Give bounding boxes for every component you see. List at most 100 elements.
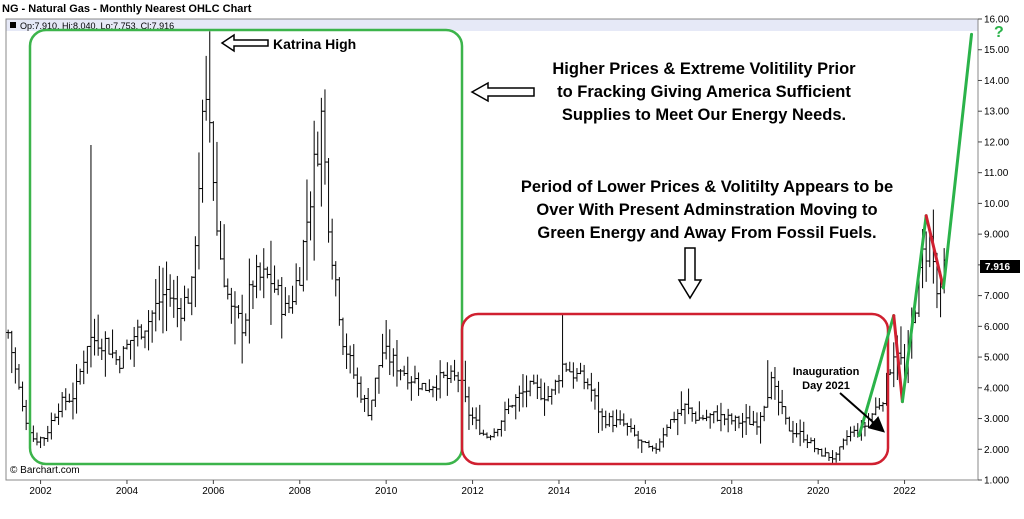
ohlc-bar: [556, 374, 561, 394]
ohlc-bar: [150, 310, 155, 343]
down-arrow-icon: [677, 247, 703, 300]
ohlc-bar: [189, 276, 194, 316]
ohlc-bar: [502, 401, 507, 432]
x-tick-label: 2012: [461, 486, 484, 497]
x-tick-label: 2008: [289, 486, 312, 497]
ohlc-bar: [348, 345, 353, 374]
ohlc-bar: [819, 448, 824, 457]
ohlc-bar: [243, 313, 248, 337]
ohlc-bar: [153, 279, 158, 332]
ohlc-bar: [355, 367, 360, 398]
ohlc-bar: [204, 55, 209, 121]
ohlc-bar: [697, 401, 702, 421]
ohlc-bar: [265, 266, 270, 279]
ohlc-bar: [200, 99, 205, 203]
lower-prices-line-3: Green Energy and Away From Fossil Fuels.: [537, 224, 876, 242]
ohlc-bar: [549, 388, 554, 405]
ohlc-bar: [682, 403, 687, 425]
ohlc-bar: [38, 436, 43, 449]
ohlc-bar: [531, 374, 536, 385]
ohlc-readout: Op:7.910, Hi:8.040, Lo:7.753, Cl:7.916: [20, 21, 174, 31]
ohlc-bar: [596, 381, 601, 434]
ohlc-bar: [481, 429, 486, 436]
ohlc-bar: [186, 288, 191, 304]
ohlc-bar: [506, 398, 511, 415]
ohlc-bar: [13, 347, 18, 384]
ohlc-bar: [769, 371, 774, 400]
ohlc-bar: [470, 407, 475, 426]
ohlc-bar: [70, 382, 75, 420]
green-trend-line: [900, 214, 928, 404]
ohlc-bar: [700, 414, 705, 421]
ohlc-bar: [776, 380, 781, 416]
ohlc-bar: [337, 277, 342, 326]
ohlc-bar: [542, 382, 547, 416]
y-tick-label: 3.000: [984, 414, 1009, 425]
ohlc-bar: [600, 408, 605, 431]
ohlc-bar: [333, 261, 338, 297]
ohlc-bar: [9, 330, 14, 374]
ohlc-bar: [430, 385, 435, 398]
series-marker-icon: [10, 22, 16, 28]
ohlc-bar: [880, 401, 885, 412]
price-bars: [6, 31, 947, 465]
ohlc-bar: [369, 399, 374, 421]
lower-prices-line-1: Period of Lower Prices & Volitilty Appea…: [521, 178, 893, 196]
ohlc-bar: [715, 405, 720, 422]
higher-prices-line-1: Higher Prices & Extreme Volitility Prior: [552, 60, 856, 78]
ohlc-bar: [708, 412, 713, 429]
ohlc-bar: [315, 131, 320, 167]
chart-title: NG - Natural Gas - Monthly Nearest OHLC …: [2, 3, 252, 15]
ohlc-bar: [571, 362, 576, 389]
ohlc-bar: [686, 388, 691, 415]
x-tick-label: 2014: [548, 486, 571, 497]
ohlc-bar: [456, 371, 461, 393]
ohlc-bar: [618, 410, 623, 425]
ohlc-bar: [412, 365, 417, 384]
ohlc-bar: [132, 326, 137, 367]
ohlc-bar: [517, 385, 522, 412]
x-tick-label: 2010: [375, 486, 398, 497]
ohlc-bar: [740, 412, 745, 438]
ohlc-bar: [924, 231, 929, 282]
ohlc-bar: [438, 360, 443, 399]
ohlc-bar: [117, 355, 122, 374]
ohlc-bar: [585, 378, 590, 390]
ohlc-bar: [643, 441, 648, 444]
ohlc-bar: [592, 388, 597, 410]
y-tick-label: 13.00: [984, 107, 1009, 118]
ohlc-bar: [160, 267, 165, 334]
ohlc-bar: [582, 364, 587, 390]
ohlc-bar: [146, 310, 151, 351]
ohlc-bar: [229, 287, 234, 324]
ohlc-bar: [384, 320, 389, 360]
ohlc-bar: [387, 329, 392, 376]
ohlc-bar: [434, 375, 439, 401]
ohlc-bar: [157, 265, 162, 321]
ohlc-bar: [488, 434, 493, 441]
ohlc-bar: [798, 419, 803, 447]
ohlc-bar: [765, 360, 770, 408]
ohlc-bar: [736, 415, 741, 429]
ohlc-bar: [279, 277, 284, 339]
ohlc-bar: [780, 389, 785, 415]
ohlc-bar: [85, 345, 90, 374]
ohlc-bar: [646, 440, 651, 448]
low-price-box: [460, 312, 890, 466]
ohlc-bar: [639, 439, 644, 453]
ohlc-bar: [664, 424, 669, 437]
ohlc-bar: [42, 437, 47, 446]
ohlc-bar: [247, 258, 252, 344]
ohlc-bar: [214, 141, 219, 236]
ohlc-bar: [538, 378, 543, 401]
ohlc-bar: [690, 407, 695, 422]
ohlc-bar: [16, 364, 21, 390]
ohlc-bar: [56, 403, 61, 425]
ohlc-bar: [852, 425, 857, 437]
ohlc-bar: [416, 372, 421, 396]
x-tick-label: 2016: [634, 486, 657, 497]
ohlc-bar: [834, 452, 839, 463]
ohlc-bar: [330, 218, 335, 280]
x-tick-label: 2020: [807, 486, 830, 497]
ohlc-bar: [495, 428, 500, 437]
